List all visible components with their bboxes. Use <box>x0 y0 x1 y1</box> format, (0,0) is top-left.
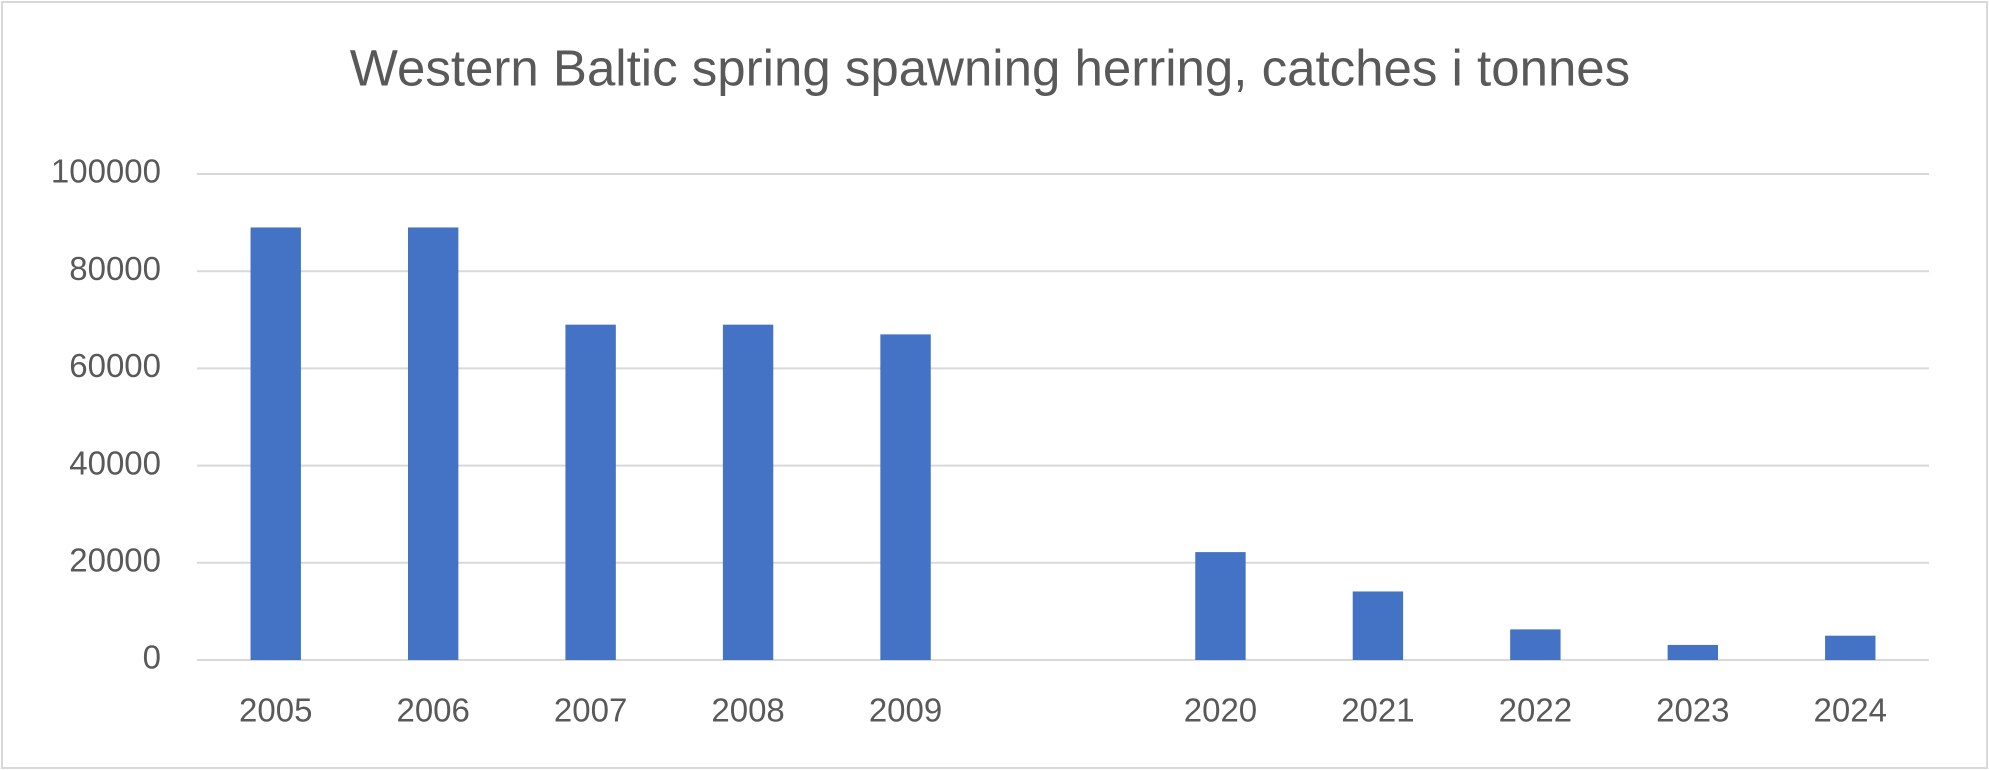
bar <box>565 324 616 660</box>
x-tick-label: 2023 <box>1656 692 1729 729</box>
y-tick-label: 100000 <box>51 153 161 190</box>
bar <box>1195 552 1246 660</box>
bar <box>880 334 931 660</box>
x-tick-label: 2008 <box>711 692 784 729</box>
x-tick-label: 2021 <box>1341 692 1414 729</box>
x-tick-label: 2005 <box>239 692 312 729</box>
x-tick-label: 2006 <box>396 692 469 729</box>
bar <box>250 227 301 660</box>
y-tick-label: 80000 <box>69 250 161 287</box>
x-tick-label: 2020 <box>1184 692 1257 729</box>
y-tick-label: 40000 <box>69 444 161 481</box>
x-tick-label: 2009 <box>869 692 942 729</box>
bar <box>407 227 459 660</box>
bar <box>1825 635 1876 660</box>
bar <box>722 324 774 660</box>
bar <box>1667 644 1719 660</box>
bar <box>1510 629 1561 660</box>
x-tick-label: 2022 <box>1499 692 1572 729</box>
y-tick-label: 0 <box>143 639 161 676</box>
y-tick-label: 20000 <box>69 542 161 579</box>
x-tick-label: 2007 <box>554 692 627 729</box>
bar <box>1352 591 1404 660</box>
y-tick-label: 60000 <box>69 347 161 384</box>
chart-title: Western Baltic spring spawning herring, … <box>350 39 1630 96</box>
x-tick-label: 2024 <box>1814 692 1887 729</box>
